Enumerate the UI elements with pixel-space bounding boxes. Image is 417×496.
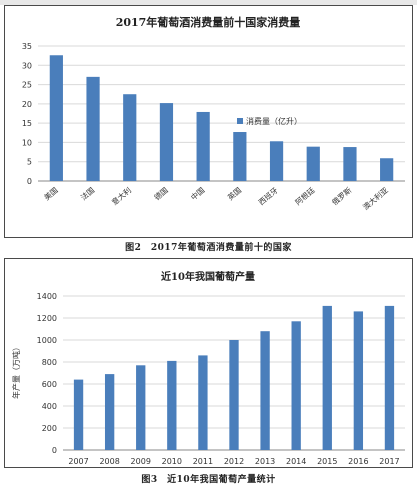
y-tick-label: 0 bbox=[27, 177, 32, 186]
legend-swatch bbox=[237, 118, 243, 124]
bar bbox=[104, 374, 115, 450]
wine-consumption-chart-panel: 2017年葡萄酒消费量前十国家消费量 0 5 10 15 20 25 30 35 美国 法国 意大利 德… bbox=[4, 5, 413, 238]
bar bbox=[291, 321, 301, 450]
bar bbox=[260, 331, 270, 450]
x-tick-label: 2013 bbox=[255, 457, 275, 466]
chart-title: 近10年我国葡萄产量 bbox=[161, 270, 255, 283]
x-tick-label: 意大利 bbox=[109, 185, 133, 207]
grape-production-chart: 近10年我国葡萄产量 0 200 400 600 800 1000 1200 1400 2007 2… bbox=[11, 270, 405, 466]
figure-3-caption: 图3 近10年我国葡萄产量统计 bbox=[141, 475, 276, 485]
bar bbox=[343, 147, 357, 181]
chart-title: 2017年葡萄酒消费量前十国家消费量 bbox=[116, 15, 301, 29]
bar bbox=[353, 311, 364, 450]
bar bbox=[306, 146, 320, 181]
top-strip bbox=[0, 0, 417, 5]
y-tick-label: 200 bbox=[42, 424, 57, 433]
x-tick-label: 阿根廷 bbox=[293, 185, 317, 207]
x-tick-label: 中国 bbox=[189, 185, 207, 202]
bar bbox=[269, 141, 284, 181]
x-tick-label: 2011 bbox=[193, 457, 213, 466]
bar bbox=[73, 379, 84, 450]
bar bbox=[233, 132, 247, 181]
grape-production-chart-panel: 近10年我国葡萄产量 0 200 400 600 800 1000 1200 1400 2007 2… bbox=[4, 258, 413, 468]
x-tick-label: 2017 bbox=[379, 457, 399, 466]
y-tick-label: 600 bbox=[42, 380, 57, 389]
x-tick-label: 俄罗斯 bbox=[330, 185, 354, 207]
y-tick-label: 20 bbox=[22, 100, 32, 109]
bar bbox=[159, 103, 174, 181]
y-tick-label: 10 bbox=[22, 138, 32, 147]
bar bbox=[136, 365, 146, 450]
bar bbox=[196, 111, 210, 181]
bar bbox=[86, 76, 100, 181]
figure-2-caption: 图2 2017年葡萄酒消费量前十的国家 bbox=[125, 243, 292, 253]
y-tick-label: 0 bbox=[52, 446, 57, 455]
x-tick-label: 2014 bbox=[286, 457, 306, 466]
x-tick-label: 2012 bbox=[224, 457, 244, 466]
x-tick-label: 德国 bbox=[152, 185, 170, 202]
y-axis-label: 年产量（万吨） bbox=[11, 343, 21, 399]
bar bbox=[123, 94, 137, 181]
y-tick-label: 5 bbox=[27, 158, 32, 167]
y-tick-label: 30 bbox=[22, 61, 32, 70]
x-tick-label: 西班牙 bbox=[256, 185, 280, 207]
bar bbox=[49, 55, 63, 181]
bar bbox=[167, 360, 177, 450]
x-tick-label: 美国 bbox=[42, 185, 60, 202]
y-tick-label: 800 bbox=[42, 358, 57, 367]
y-tick-label: 1200 bbox=[37, 314, 57, 323]
x-tick-label: 2007 bbox=[68, 457, 88, 466]
x-tick-label: 2015 bbox=[317, 457, 337, 466]
bar bbox=[322, 305, 332, 450]
y-tick-label: 1400 bbox=[37, 292, 57, 301]
x-tick-label: 2009 bbox=[131, 457, 151, 466]
x-tick-label: 法国 bbox=[78, 185, 96, 202]
bar bbox=[384, 305, 395, 450]
x-tick-label: 英国 bbox=[225, 185, 243, 202]
y-tick-label: 1000 bbox=[37, 336, 57, 345]
x-tick-label: 2008 bbox=[99, 457, 119, 466]
y-tick-label: 400 bbox=[42, 402, 57, 411]
wine-consumption-chart: 2017年葡萄酒消费量前十国家消费量 0 5 10 15 20 25 30 35 美国 法国 意大利 德… bbox=[22, 15, 405, 212]
bar bbox=[198, 355, 208, 450]
y-tick-label: 25 bbox=[22, 81, 32, 90]
x-tick-label: 2010 bbox=[162, 457, 182, 466]
bar bbox=[229, 340, 239, 450]
x-tick-label: 澳大利亚 bbox=[361, 185, 391, 212]
y-tick-label: 35 bbox=[22, 42, 32, 51]
y-tick-label: 15 bbox=[22, 119, 32, 128]
legend-label: 消费量（亿升） bbox=[246, 116, 302, 126]
x-tick-label: 2016 bbox=[348, 457, 368, 466]
bar bbox=[380, 158, 394, 181]
